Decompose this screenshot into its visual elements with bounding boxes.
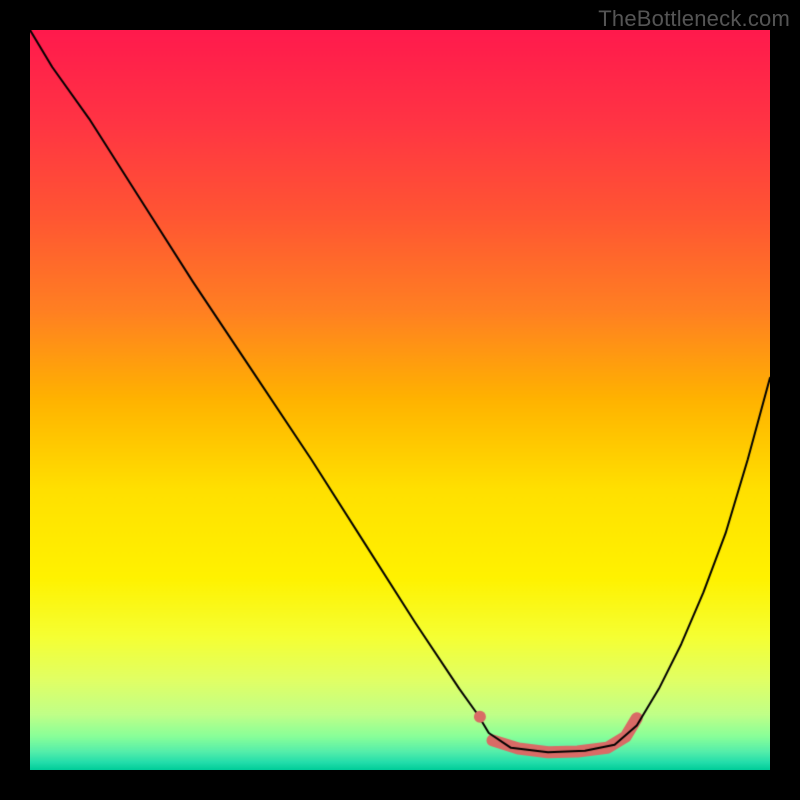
- bottleneck-curve-chart: [30, 30, 770, 770]
- chart-stage: TheBottleneck.com: [0, 0, 800, 800]
- plot-area: [30, 30, 770, 770]
- watermark-label: TheBottleneck.com: [598, 6, 790, 32]
